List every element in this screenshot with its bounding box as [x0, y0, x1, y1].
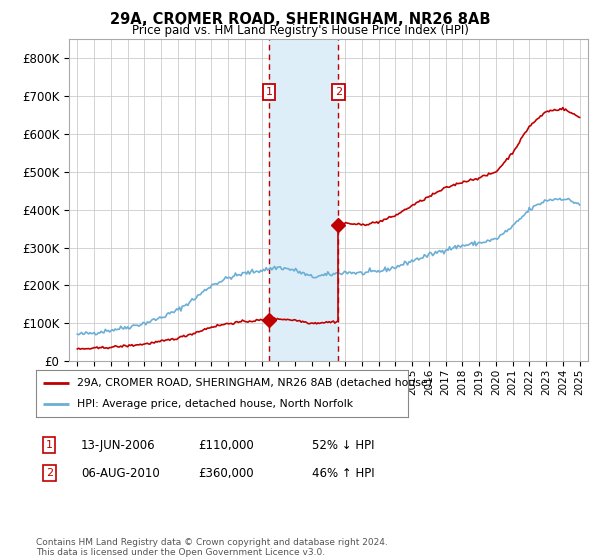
- Text: 06-AUG-2010: 06-AUG-2010: [81, 466, 160, 480]
- Text: 29A, CROMER ROAD, SHERINGHAM, NR26 8AB: 29A, CROMER ROAD, SHERINGHAM, NR26 8AB: [110, 12, 490, 27]
- Text: 13-JUN-2006: 13-JUN-2006: [81, 438, 155, 452]
- Text: 2: 2: [46, 468, 53, 478]
- Text: 2: 2: [335, 87, 342, 97]
- Text: Contains HM Land Registry data © Crown copyright and database right 2024.
This d: Contains HM Land Registry data © Crown c…: [36, 538, 388, 557]
- Text: 46% ↑ HPI: 46% ↑ HPI: [312, 466, 374, 480]
- Text: 52% ↓ HPI: 52% ↓ HPI: [312, 438, 374, 452]
- Text: 29A, CROMER ROAD, SHERINGHAM, NR26 8AB (detached house): 29A, CROMER ROAD, SHERINGHAM, NR26 8AB (…: [77, 378, 432, 388]
- Bar: [269, 39, 338, 361]
- Text: Price paid vs. HM Land Registry's House Price Index (HPI): Price paid vs. HM Land Registry's House …: [131, 24, 469, 36]
- Text: £110,000: £110,000: [198, 438, 254, 452]
- Text: HPI: Average price, detached house, North Norfolk: HPI: Average price, detached house, Nort…: [77, 399, 353, 409]
- Text: 1: 1: [266, 87, 272, 97]
- Text: 1: 1: [46, 440, 53, 450]
- Text: £360,000: £360,000: [198, 466, 254, 480]
